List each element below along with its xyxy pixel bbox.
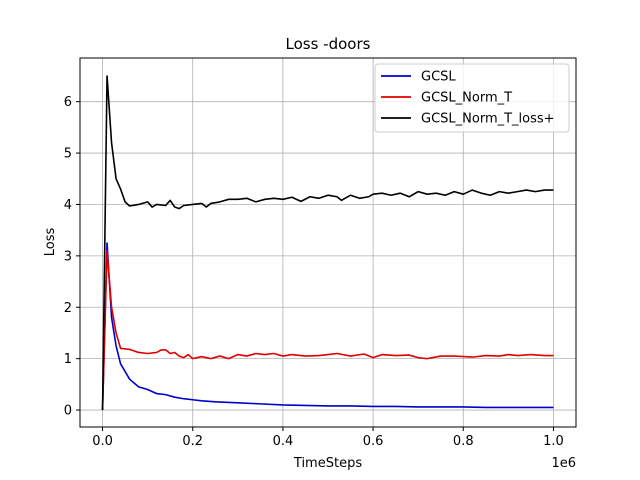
- y-axis-label: Loss: [43, 228, 58, 257]
- x-axis-label: TimeSteps: [293, 456, 362, 471]
- x-tick-label: 0.0: [92, 434, 113, 449]
- legend-box: [374, 63, 570, 133]
- series-lines: [101, 75, 554, 411]
- x-axis-scale-label: 1e6: [551, 456, 576, 471]
- x-axis-ticks: 0.0 0.2 0.4 0.6 0.8 1.0: [92, 427, 564, 449]
- x-tick-label: 0.2: [182, 434, 203, 449]
- legend: GCSL GCSL_Norm_T GCSL_Norm_T_loss+: [374, 63, 570, 133]
- series-line-gcsl-norm-t: [101, 249, 554, 411]
- legend-entries: GCSL GCSL_Norm_T GCSL_Norm_T_loss+: [381, 70, 555, 127]
- plot-frame: [79, 57, 577, 428]
- y-tick-label: 6: [64, 95, 72, 110]
- y-tick-label: 3: [64, 249, 72, 264]
- y-tick-label: 1: [64, 352, 72, 367]
- y-tick-label: 5: [64, 147, 72, 162]
- legend-label-gcsl: GCSL: [421, 70, 456, 85]
- grid-lines: [80, 58, 576, 427]
- legend-label-gcsl-norm-t: GCSL_Norm_T: [421, 91, 512, 106]
- x-tick-label: 1.0: [543, 434, 564, 449]
- series-line-gcsl: [101, 242, 554, 411]
- y-axis-ticks: 0 1 2 3 4 5 6: [64, 95, 80, 419]
- y-tick-label: 0: [64, 404, 72, 419]
- chart-title: Loss -doors: [286, 35, 371, 53]
- y-tick-label: 4: [64, 198, 72, 213]
- x-tick-label: 0.8: [453, 434, 474, 449]
- series-line-gcsl-norm-t-loss: [101, 75, 554, 411]
- x-tick-label: 0.4: [273, 434, 294, 449]
- x-tick-label: 0.6: [363, 434, 384, 449]
- legend-label-gcsl-norm-t-loss: GCSL_Norm_T_loss+: [421, 112, 555, 127]
- y-tick-label: 2: [64, 301, 72, 316]
